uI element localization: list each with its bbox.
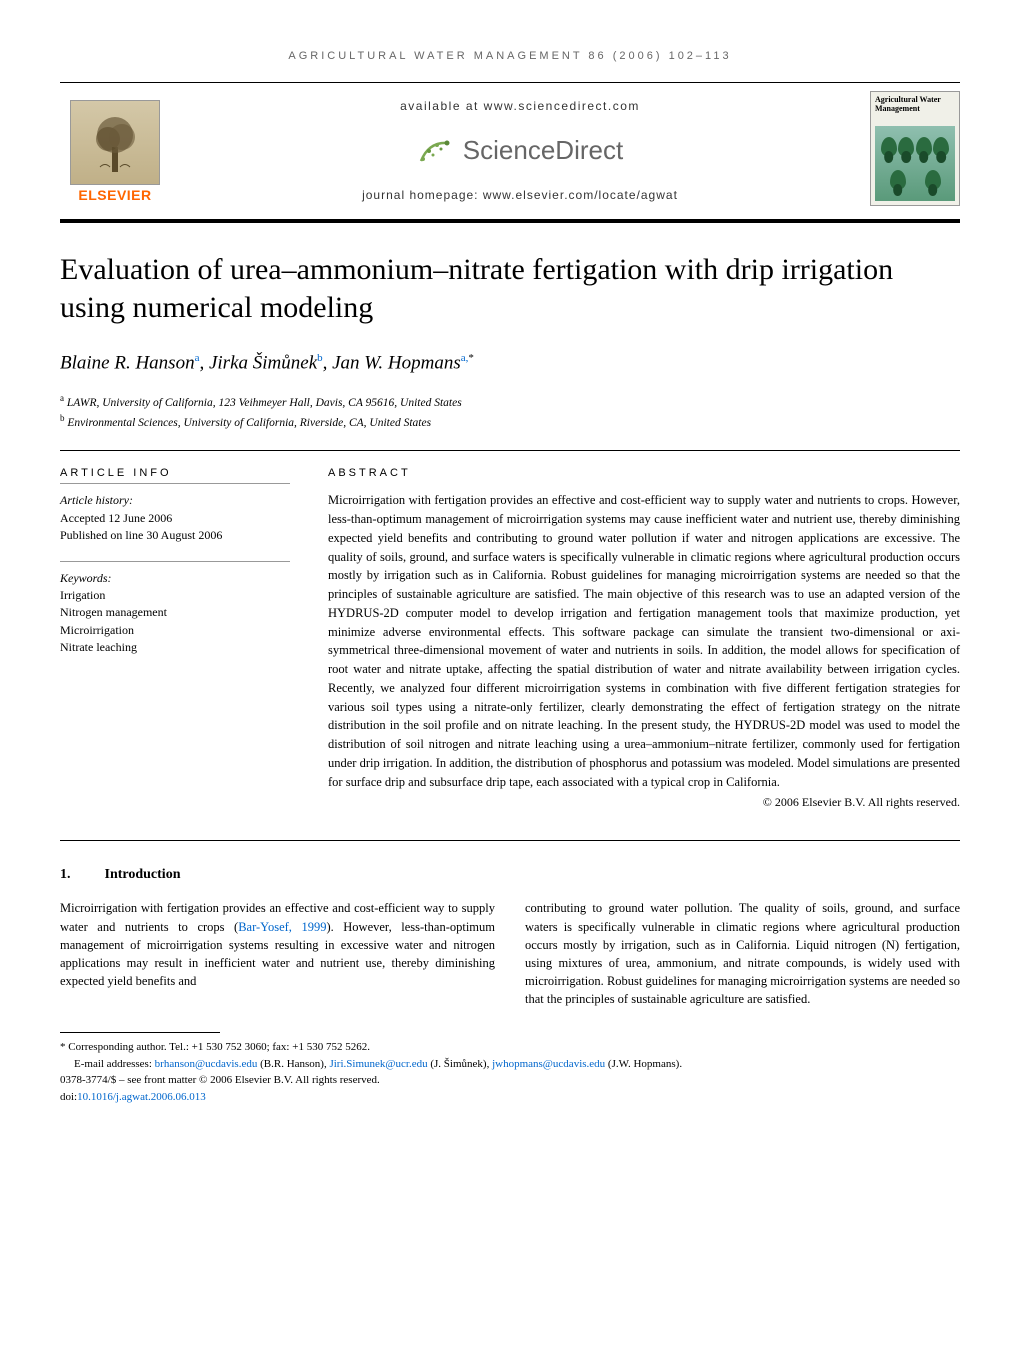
corresponding-star[interactable]: * xyxy=(468,352,474,364)
elsevier-name: ELSEVIER xyxy=(78,187,151,203)
email-link[interactable]: brhanson@ucdavis.edu xyxy=(155,1058,258,1070)
corresponding-author-note: * Corresponding author. Tel.: +1 530 752… xyxy=(60,1039,960,1056)
keywords-block: Keywords: Irrigation Nitrogen management… xyxy=(60,570,290,657)
section-title: Introduction xyxy=(105,867,181,882)
email-prefix: E-mail addresses: xyxy=(74,1058,155,1070)
email-addresses-line: E-mail addresses: brhanson@ucdavis.edu (… xyxy=(60,1056,960,1073)
keyword-item: Nitrate leaching xyxy=(60,639,290,656)
header-center: available at www.sciencedirect.com Scien… xyxy=(190,91,850,202)
published-date: Published on line 30 August 2006 xyxy=(60,527,290,544)
doi-label: doi: xyxy=(60,1091,77,1103)
article-info-heading: ARTICLE INFO xyxy=(60,467,290,479)
journal-homepage: journal homepage: www.elsevier.com/locat… xyxy=(190,188,850,202)
sciencedirect-icon xyxy=(417,137,453,165)
body-two-column: Microirrigation with fertigation provide… xyxy=(60,899,960,1008)
abstract-column: ABSTRACT Microirrigation with fertigatio… xyxy=(328,467,960,810)
journal-header: ELSEVIER available at www.sciencedirect.… xyxy=(60,91,960,211)
doi-link[interactable]: 10.1016/j.agwat.2006.06.013 xyxy=(77,1091,206,1103)
info-abstract-row: ARTICLE INFO Article history: Accepted 1… xyxy=(60,467,960,810)
section-number: 1. xyxy=(60,867,71,882)
footer-notes: * Corresponding author. Tel.: +1 530 752… xyxy=(60,1039,960,1105)
abstract-heading: ABSTRACT xyxy=(328,467,960,479)
accepted-date: Accepted 12 June 2006 xyxy=(60,510,290,527)
journal-cover-title: Agricultural Water Management xyxy=(875,96,955,114)
author-3: Jan W. Hopmans xyxy=(332,352,461,373)
affiliation-a-text: LAWR, University of California, 123 Veih… xyxy=(67,397,462,409)
article-title: Evaluation of urea–ammonium–nitrate fert… xyxy=(60,251,960,326)
keyword-item: Microirrigation xyxy=(60,622,290,639)
section-rule xyxy=(60,450,960,451)
front-matter-line: 0378-3774/$ – see front matter © 2006 El… xyxy=(60,1072,960,1089)
email-link[interactable]: Jiri.Simunek@ucr.edu xyxy=(329,1058,427,1070)
journal-cover-image xyxy=(875,126,955,201)
affiliation-b-text: Environmental Sciences, University of Ca… xyxy=(67,417,431,429)
info-rule xyxy=(60,561,290,562)
abstract-copyright: © 2006 Elsevier B.V. All rights reserved… xyxy=(328,795,960,810)
history-label: Article history: xyxy=(60,492,290,509)
footer-rule xyxy=(60,1032,220,1033)
author-2-affil[interactable]: b xyxy=(317,352,323,364)
sciencedirect-text: ScienceDirect xyxy=(463,135,623,166)
abstract-text: Microirrigation with fertigation provide… xyxy=(328,491,960,791)
available-at-text: available at www.sciencedirect.com xyxy=(190,99,850,113)
email-who: (J.W. Hopmans). xyxy=(605,1058,682,1070)
author-1: Blaine R. Hanson xyxy=(60,352,195,373)
affiliations: a LAWR, University of California, 123 Ve… xyxy=(60,392,960,432)
email-who: (J. Šimůnek), xyxy=(428,1058,492,1070)
citation-link[interactable]: Bar-Yosef, 1999 xyxy=(238,920,326,934)
affiliation-a: a LAWR, University of California, 123 Ve… xyxy=(60,392,960,412)
authors-line: Blaine R. Hansona, Jirka Šimůnekb, Jan W… xyxy=(60,352,960,374)
elsevier-tree-icon xyxy=(70,100,160,185)
journal-cover: Agricultural Water Management xyxy=(870,91,960,206)
email-link[interactable]: jwhopmans@ucdavis.edu xyxy=(492,1058,605,1070)
body-column-right: contributing to ground water pollution. … xyxy=(525,899,960,1008)
running-header: AGRICULTURAL WATER MANAGEMENT 86 (2006) … xyxy=(60,50,960,62)
section-1-header: 1. Introduction xyxy=(60,865,960,883)
body-column-left: Microirrigation with fertigation provide… xyxy=(60,899,495,1008)
affiliation-b: b Environmental Sciences, University of … xyxy=(60,412,960,432)
elsevier-logo: ELSEVIER xyxy=(60,91,170,211)
author-1-affil[interactable]: a xyxy=(195,352,200,364)
keyword-item: Nitrogen management xyxy=(60,604,290,621)
email-who: (B.R. Hanson), xyxy=(257,1058,329,1070)
doi-line: doi:10.1016/j.agwat.2006.06.013 xyxy=(60,1089,960,1106)
keyword-item: Irrigation xyxy=(60,587,290,604)
info-rule xyxy=(60,483,290,484)
thick-rule xyxy=(60,219,960,223)
sciencedirect-logo: ScienceDirect xyxy=(190,135,850,166)
top-rule xyxy=(60,82,960,83)
abstract-end-rule xyxy=(60,840,960,841)
article-history-block: Article history: Accepted 12 June 2006 P… xyxy=(60,492,290,544)
author-2: Jirka Šimůnek xyxy=(209,352,317,373)
keywords-label: Keywords: xyxy=(60,570,290,587)
article-info-column: ARTICLE INFO Article history: Accepted 1… xyxy=(60,467,290,810)
